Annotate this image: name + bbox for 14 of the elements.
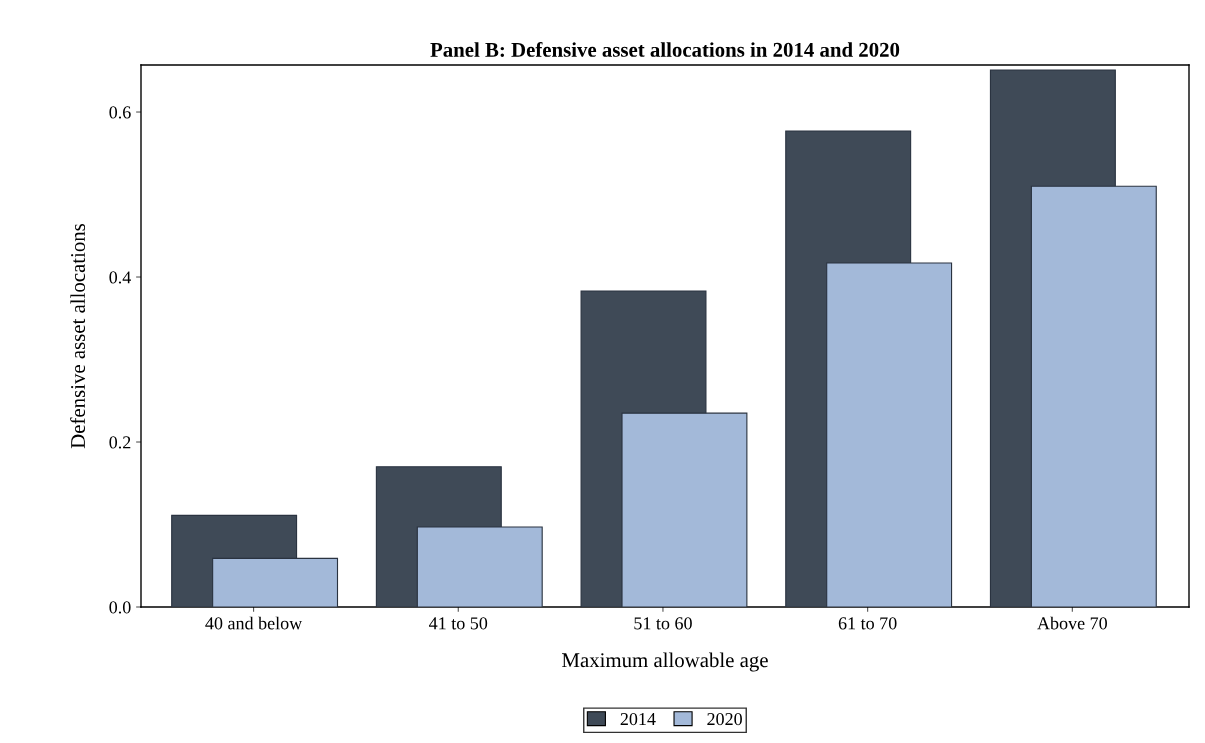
x-tick-label: 40 and below (205, 616, 303, 630)
x-tick-label: 51 to 60 (634, 617, 692, 630)
y-tick-label: 0.6 (109, 106, 131, 119)
x-tick-label: 41 to 50 (429, 617, 488, 630)
y-tick-label: 0.4 (109, 271, 131, 284)
chart-title: Panel B: Defensive asset allocations in 2014 and 2020 (430, 42, 900, 57)
y-axis-title: Defensive asset allocations (70, 223, 86, 449)
x-tick-label: Above 70 (1037, 616, 1107, 630)
y-tick-label: 0.2 (109, 436, 131, 449)
legend-label: 2014 (620, 712, 656, 726)
legend-label: 2020 (707, 712, 742, 726)
x-tick-label: 61 to 70 (838, 617, 897, 630)
y-tick-label: 0.0 (109, 601, 131, 614)
x-axis-title: Maximum allowable age (562, 652, 768, 672)
